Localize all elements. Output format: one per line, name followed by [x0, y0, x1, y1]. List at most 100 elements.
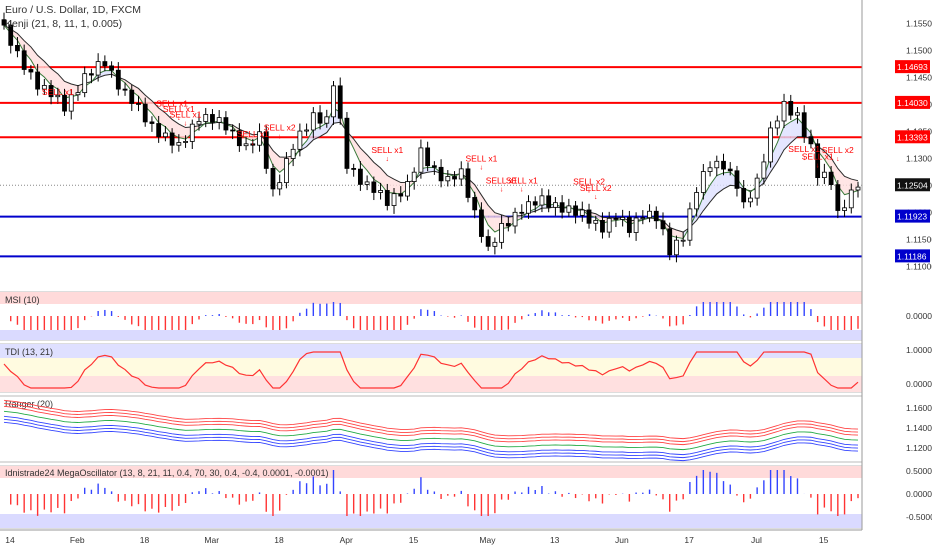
candle-body	[721, 160, 726, 170]
candle-body	[754, 177, 760, 199]
time-tick-label: 18	[274, 535, 284, 545]
sell-signal-label: SELL x1	[486, 175, 518, 185]
candle-body	[203, 114, 209, 122]
candle-body	[734, 170, 740, 189]
sell-signal-arrow: ↓	[177, 115, 181, 122]
indicator-title: Kenji (21, 8, 11, 1, 0.005)	[5, 18, 122, 30]
candle-body	[35, 71, 41, 90]
candle	[109, 61, 114, 78]
candle	[600, 212, 605, 239]
kenji-cloud	[64, 81, 72, 98]
candle	[754, 173, 760, 206]
candle	[8, 20, 14, 54]
current-price-badge	[895, 178, 930, 192]
candle-body	[169, 132, 175, 146]
candle	[694, 187, 700, 217]
main-price-pane[interactable]: SELL x1↓ SELL x1↓SELL x1↓SELL x1↓SELL x1↓…	[0, 12, 862, 263]
time-tick-label: Mar	[204, 535, 219, 545]
candle	[176, 134, 182, 152]
candle-body	[532, 201, 538, 206]
candle-body	[842, 207, 847, 211]
tdi-signal-line	[3, 351, 859, 389]
kenji-cloud	[353, 139, 361, 163]
candle-body	[68, 94, 74, 112]
sell-signal-arrow: ↓	[520, 186, 524, 193]
megaoscillator-pane[interactable]: Idnistrade24 MegaOscillator (13, 8, 21, …	[0, 466, 862, 528]
candle-body	[351, 168, 357, 170]
candle	[183, 135, 188, 148]
sell-signal-label: SELL x2	[264, 122, 296, 132]
level-price-badge-label: 1.13393	[897, 132, 928, 142]
price-tick-label: 1.13000	[906, 153, 932, 163]
candle-body	[667, 228, 673, 256]
time-tick-label: Apr	[340, 535, 353, 545]
price-tick-label: 1.11000	[906, 261, 932, 271]
candle	[472, 191, 478, 219]
price-axis[interactable]: 1.155001.150001.145001.140001.135001.130…	[861, 0, 932, 530]
kenji-cloud	[488, 205, 495, 232]
candle-body	[149, 121, 155, 124]
candle-body	[485, 236, 491, 247]
candle-body	[257, 131, 262, 146]
sell-signal-label: SELL x2	[580, 183, 612, 193]
sell-signal-label: SELL x1	[466, 154, 498, 164]
candle	[324, 109, 330, 128]
candle	[371, 176, 377, 201]
candle-body	[41, 85, 47, 90]
ranger-band-line	[3, 418, 859, 459]
msi-pane[interactable]: MSI (10)	[0, 292, 862, 340]
candle-body	[129, 89, 135, 104]
candle	[532, 196, 538, 213]
candle-body	[95, 61, 101, 76]
candle-body	[539, 195, 545, 206]
level-price-badge-label: 1.14693	[897, 62, 928, 72]
candle-body	[162, 132, 168, 138]
candle	[290, 143, 296, 167]
candle	[492, 237, 498, 255]
sell-signal-arrow: ↓	[184, 120, 188, 127]
candle	[270, 163, 276, 197]
candle-body	[445, 176, 451, 182]
candle	[499, 215, 505, 249]
candle	[48, 80, 54, 105]
candle-body	[458, 168, 464, 180]
time-axis[interactable]: 14 Feb 18 Mar 18 Apr 15 May 13 Jun 17 Jul 15	[0, 529, 862, 545]
candle	[842, 199, 847, 217]
candle	[526, 195, 531, 219]
candle	[626, 210, 632, 238]
candle-body	[431, 165, 437, 168]
candle	[337, 77, 343, 125]
candle-body	[398, 193, 404, 197]
candle	[606, 211, 612, 238]
candle-body	[479, 209, 484, 237]
candle	[189, 119, 195, 149]
tdi-upper-band	[0, 344, 862, 358]
candle-body	[62, 94, 67, 112]
sell-signal-arrow: ↓	[587, 187, 591, 194]
time-tick-label: Jul	[751, 535, 762, 545]
candle	[579, 201, 585, 222]
time-tick-label: Feb	[70, 535, 85, 545]
candle	[418, 139, 424, 179]
candle-body	[210, 114, 215, 123]
candle	[425, 141, 431, 172]
candle	[75, 85, 81, 101]
candle-body	[270, 168, 276, 190]
candle	[122, 82, 128, 96]
pane-tick-label: 1.16000	[906, 403, 932, 413]
candle-body	[687, 208, 693, 241]
candle	[761, 153, 767, 185]
candle-body	[236, 130, 242, 147]
candle	[344, 112, 350, 174]
candle-body	[768, 127, 773, 163]
ranger-pane[interactable]: Ranger (20)	[3, 399, 859, 462]
tdi-pane[interactable]: TDI (13, 21)	[0, 344, 862, 392]
candle	[613, 212, 619, 228]
candle-body	[357, 168, 363, 185]
level-price-badge-label: 1.14030	[897, 98, 928, 108]
time-tick-label: 14	[5, 535, 15, 545]
candle-body	[371, 181, 377, 193]
time-tick-label: 15	[819, 535, 829, 545]
